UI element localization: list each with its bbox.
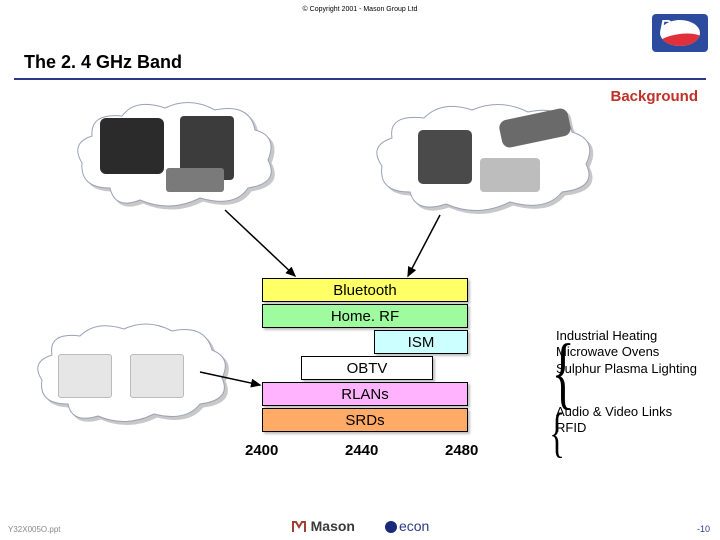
device-img [166, 168, 224, 192]
file-ref: Y32X005O.ppt [8, 525, 60, 534]
device-img [130, 354, 184, 398]
band-bluetooth: Bluetooth [262, 278, 468, 302]
x-tick: 2480 [445, 442, 478, 459]
device-img [480, 158, 540, 192]
mason-text: Mason [311, 518, 355, 534]
band-homerf: Home. RF [262, 304, 468, 328]
title-rule [14, 78, 706, 80]
annotation-line: Industrial Heating [556, 328, 697, 344]
band-ism: ISM [374, 330, 468, 354]
ism-note: Industrial HeatingMicrowave OvensSulphur… [556, 328, 697, 377]
copyright-line: © Copyright 2001 - Mason Group Ltd [0, 6, 720, 13]
band-srds: SRDs [262, 408, 468, 432]
econ-text: econ [399, 518, 429, 534]
arrow-1 [0, 0, 720, 540]
device-img [58, 354, 112, 398]
device-img [100, 118, 164, 174]
x-tick: 2440 [345, 442, 378, 459]
annotation-line: Sulphur Plasma Lighting [556, 361, 697, 377]
annotation-line: RFID [556, 420, 672, 436]
background-label: Background [610, 88, 698, 105]
ra-logo-text: RA [660, 18, 683, 36]
annotation-line: Microwave Ovens [556, 344, 697, 360]
device-cloud-2 [370, 100, 600, 220]
footer-logos: Mason econ [0, 518, 720, 534]
page-title: The 2. 4 GHz Band [24, 52, 182, 73]
device-img [418, 130, 472, 184]
ra-logo: RA [652, 14, 708, 52]
device-cloud-1 [70, 98, 280, 218]
srds-note: Audio & Video LinksRFID [556, 404, 672, 437]
x-tick: 2400 [245, 442, 278, 459]
annotation-line: Audio & Video Links [556, 404, 672, 420]
band-rlans: RLANs [262, 382, 468, 406]
page-number: -10 [697, 524, 710, 534]
econ-logo: econ [385, 518, 429, 534]
device-cloud-3 [30, 320, 230, 430]
band-obtv: OBTV [301, 356, 433, 380]
mason-logo: Mason [291, 518, 355, 534]
